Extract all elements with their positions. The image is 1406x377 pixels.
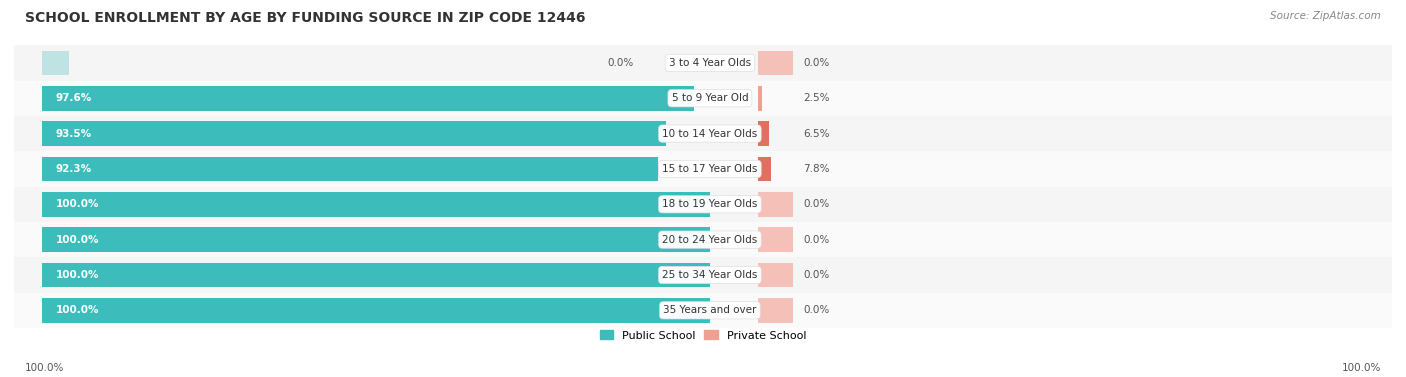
Bar — [42, 51, 69, 75]
Text: 6.5%: 6.5% — [804, 129, 830, 139]
Bar — [758, 298, 793, 323]
Text: 0.0%: 0.0% — [804, 270, 830, 280]
Bar — [42, 86, 693, 110]
Text: 97.6%: 97.6% — [55, 93, 91, 103]
Bar — [758, 51, 793, 75]
Text: 100.0%: 100.0% — [55, 199, 98, 209]
Text: 15 to 17 Year Olds: 15 to 17 Year Olds — [662, 164, 758, 174]
Text: 5 to 9 Year Old: 5 to 9 Year Old — [672, 93, 748, 103]
Text: 10 to 14 Year Olds: 10 to 14 Year Olds — [662, 129, 758, 139]
Bar — [14, 187, 1392, 222]
Text: Source: ZipAtlas.com: Source: ZipAtlas.com — [1270, 11, 1381, 21]
Text: SCHOOL ENROLLMENT BY AGE BY FUNDING SOURCE IN ZIP CODE 12446: SCHOOL ENROLLMENT BY AGE BY FUNDING SOUR… — [25, 11, 586, 25]
Bar — [42, 263, 710, 287]
Bar — [42, 156, 658, 181]
Text: 0.0%: 0.0% — [804, 305, 830, 315]
Text: 2.5%: 2.5% — [804, 93, 830, 103]
Bar — [14, 257, 1392, 293]
Bar — [42, 227, 710, 252]
Bar — [14, 45, 1392, 81]
Text: 100.0%: 100.0% — [25, 363, 65, 373]
Bar — [758, 156, 770, 181]
Bar — [758, 86, 762, 110]
Text: 25 to 34 Year Olds: 25 to 34 Year Olds — [662, 270, 758, 280]
Text: 0.0%: 0.0% — [607, 58, 634, 68]
Bar — [14, 293, 1392, 328]
Text: 18 to 19 Year Olds: 18 to 19 Year Olds — [662, 199, 758, 209]
Text: 7.8%: 7.8% — [804, 164, 830, 174]
Legend: Public School, Private School: Public School, Private School — [595, 326, 811, 345]
Text: 0.0%: 0.0% — [804, 199, 830, 209]
Bar — [14, 151, 1392, 187]
Bar — [758, 121, 769, 146]
Bar — [14, 222, 1392, 257]
Text: 100.0%: 100.0% — [1341, 363, 1381, 373]
Text: 3 to 4 Year Olds: 3 to 4 Year Olds — [669, 58, 751, 68]
Bar — [758, 263, 793, 287]
Bar — [758, 192, 793, 217]
Bar — [14, 116, 1392, 151]
Bar — [14, 81, 1392, 116]
Text: 20 to 24 Year Olds: 20 to 24 Year Olds — [662, 234, 758, 245]
Text: 100.0%: 100.0% — [55, 270, 98, 280]
Text: 93.5%: 93.5% — [55, 129, 91, 139]
Text: 35 Years and over: 35 Years and over — [664, 305, 756, 315]
Text: 92.3%: 92.3% — [55, 164, 91, 174]
Bar — [758, 227, 793, 252]
Text: 0.0%: 0.0% — [804, 58, 830, 68]
Text: 100.0%: 100.0% — [55, 305, 98, 315]
Text: 0.0%: 0.0% — [804, 234, 830, 245]
Bar — [42, 298, 710, 323]
Text: 100.0%: 100.0% — [55, 234, 98, 245]
Bar — [42, 192, 710, 217]
Bar — [42, 121, 666, 146]
